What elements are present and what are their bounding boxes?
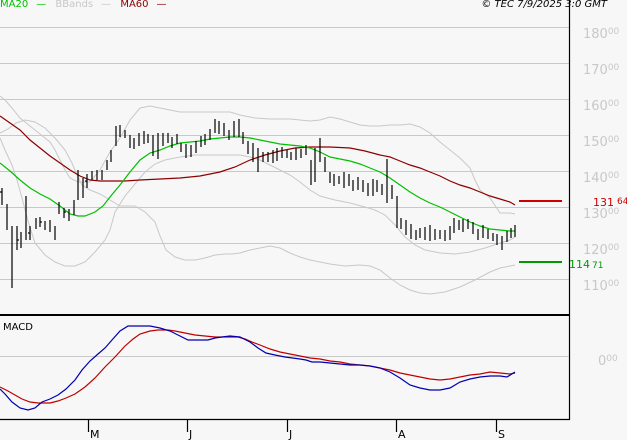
copyright-timestamp: © TEC 7/9/2025 3:0 GMT <box>481 0 607 10</box>
time-label-j1: J <box>188 428 192 440</box>
svg-text:14000: 14000 <box>583 171 620 186</box>
svg-text:16000: 16000 <box>583 99 620 114</box>
time-axis-labels: M J J A S <box>90 428 505 440</box>
resistance-value-label: 131 64 <box>593 196 627 209</box>
svg-text:18000: 18000 <box>583 27 620 42</box>
svg-text:13000: 13000 <box>583 207 620 222</box>
legend-ma20: MA20 — <box>0 0 47 10</box>
legend-bbands: BBands — <box>55 0 112 10</box>
support-value-label: 114 71 <box>569 258 603 271</box>
svg-text:15000: 15000 <box>583 135 620 150</box>
svg-text:12000: 12000 <box>583 243 620 258</box>
ohlc-bars <box>0 119 516 288</box>
time-label-a: A <box>398 428 406 440</box>
price-gridlines <box>0 27 569 280</box>
time-label-m: M <box>90 428 100 440</box>
macd-zero-label: 000 <box>598 354 618 369</box>
time-label-j2: J <box>288 428 292 440</box>
time-axis-ticks <box>87 420 498 432</box>
macd-panel-title: MACD <box>3 322 33 333</box>
svg-text:11000: 11000 <box>583 279 620 294</box>
time-label-s: S <box>498 428 505 440</box>
ma20-line <box>0 136 515 232</box>
bollinger-bands <box>0 95 516 295</box>
price-axis-labels: 18000 17000 16000 15000 14000 13000 1200… <box>583 27 620 294</box>
macd-line <box>0 325 516 411</box>
legend-ma60: MA60 — <box>120 0 167 10</box>
macd-signal-line <box>0 329 516 404</box>
svg-text:17000: 17000 <box>583 63 620 78</box>
chart-legend: MA20 — BBands — MA60 — <box>0 0 173 10</box>
